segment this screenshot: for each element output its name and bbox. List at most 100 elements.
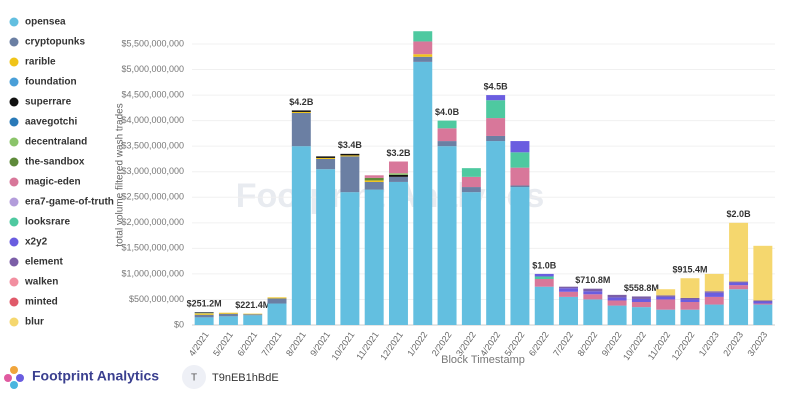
bar-segment bbox=[194, 317, 214, 325]
bar-segment bbox=[267, 303, 287, 325]
bar-segment bbox=[510, 141, 530, 153]
total-label: $4.0B bbox=[435, 107, 460, 117]
legend-label: era7-game-of-truth bbox=[25, 197, 114, 208]
bar-segment bbox=[364, 189, 384, 325]
avatar bbox=[182, 365, 206, 389]
bar-segment bbox=[461, 176, 481, 188]
legend-swatch bbox=[9, 37, 19, 47]
bar-segment bbox=[656, 296, 676, 300]
legend-label: blur bbox=[25, 317, 44, 328]
legend-label: cryptopunks bbox=[25, 37, 85, 48]
bar-segment bbox=[534, 286, 554, 325]
y-tick-label: $1,500,000,000 bbox=[121, 243, 184, 253]
bar-segment bbox=[291, 110, 311, 112]
bar-segment bbox=[194, 313, 214, 315]
y-tick-label: $3,500,000,000 bbox=[121, 141, 184, 151]
bar-segment bbox=[559, 288, 578, 292]
y-tick-label: $500,000,000 bbox=[129, 294, 184, 304]
bar-segment bbox=[267, 298, 287, 304]
legend-swatch bbox=[9, 97, 19, 107]
total-label: $710.8M bbox=[575, 275, 610, 285]
bar-segment bbox=[729, 289, 749, 325]
y-tick-label: $4,500,000,000 bbox=[121, 89, 184, 99]
bar-segment bbox=[340, 192, 360, 325]
bar-segment bbox=[218, 313, 238, 317]
bar-segment bbox=[753, 300, 773, 302]
bar-segment bbox=[607, 300, 627, 306]
bar-segment bbox=[316, 158, 336, 170]
legend-swatch bbox=[9, 117, 19, 127]
bar-segment bbox=[437, 141, 457, 147]
bar-segment bbox=[194, 314, 214, 318]
bar-segment bbox=[413, 56, 433, 62]
bar-segment bbox=[486, 95, 506, 101]
bar-segment bbox=[510, 167, 530, 186]
y-tick-label: $0 bbox=[174, 319, 184, 329]
bar-segment bbox=[559, 296, 578, 325]
total-label: $1.0B bbox=[532, 260, 557, 270]
legend-label: walken bbox=[24, 277, 58, 288]
bar-segment bbox=[389, 176, 408, 182]
bar-segment bbox=[559, 291, 578, 297]
bar-segment bbox=[364, 177, 384, 181]
bar-segment bbox=[583, 294, 603, 300]
bar-segment bbox=[704, 291, 724, 293]
logo bbox=[4, 366, 24, 389]
total-label: $251.2M bbox=[187, 299, 222, 309]
bar-segment bbox=[510, 152, 530, 168]
bar-segment bbox=[607, 305, 627, 325]
legend-label: looksrare bbox=[25, 217, 70, 228]
bar-segment bbox=[364, 181, 384, 190]
bar-segment bbox=[194, 312, 214, 314]
bar-segment bbox=[656, 289, 676, 296]
bar-segment bbox=[704, 292, 724, 297]
legend-swatch bbox=[9, 217, 19, 227]
bar-segment bbox=[437, 146, 457, 325]
bar-segment bbox=[680, 302, 700, 310]
bar-segment bbox=[656, 295, 676, 297]
bar-segment bbox=[753, 301, 773, 304]
bar-segment bbox=[243, 314, 263, 316]
bar-segment bbox=[413, 61, 433, 326]
bar-segment bbox=[291, 146, 311, 325]
bar-segment bbox=[729, 285, 749, 290]
bar-segment bbox=[729, 282, 749, 286]
total-label: $4.5B bbox=[484, 81, 509, 91]
bar-segment bbox=[680, 297, 700, 300]
total-label: $221.4M bbox=[235, 300, 270, 310]
bar-segment bbox=[389, 173, 408, 175]
avatar-initial: T bbox=[191, 373, 197, 384]
bar-segment bbox=[389, 181, 408, 325]
bar-segment bbox=[413, 31, 433, 42]
bar-segment bbox=[729, 222, 749, 282]
legend-swatch bbox=[9, 57, 19, 67]
legend-label: decentraland bbox=[25, 137, 87, 148]
bar-segment bbox=[243, 313, 263, 315]
bar-segment bbox=[680, 309, 700, 325]
total-label: $4.2B bbox=[289, 97, 314, 107]
bar-segment bbox=[364, 175, 384, 178]
y-tick-label: $2,000,000,000 bbox=[121, 217, 184, 227]
legend-label: x2y2 bbox=[25, 237, 48, 248]
bar-segment bbox=[316, 156, 336, 158]
bar-segment bbox=[631, 296, 651, 299]
legend-swatch bbox=[9, 157, 19, 167]
legend-label: foundation bbox=[25, 77, 77, 88]
y-tick-label: $2,500,000,000 bbox=[121, 192, 184, 202]
bar-segment bbox=[704, 296, 724, 305]
total-label: $3.2B bbox=[386, 148, 411, 158]
bar-segment bbox=[461, 187, 481, 193]
bar-segment bbox=[631, 302, 651, 308]
bar-segment bbox=[753, 303, 773, 305]
legend-swatch bbox=[9, 317, 19, 327]
bar-segment bbox=[607, 297, 627, 301]
bar-segment bbox=[680, 278, 700, 298]
bar-segment bbox=[486, 141, 506, 325]
bar-segment bbox=[486, 118, 506, 136]
bar-segment bbox=[559, 286, 578, 289]
bar-segment bbox=[461, 168, 481, 177]
bar-segment bbox=[218, 316, 238, 325]
bar-segment bbox=[364, 180, 384, 182]
bar-segment bbox=[389, 174, 408, 177]
